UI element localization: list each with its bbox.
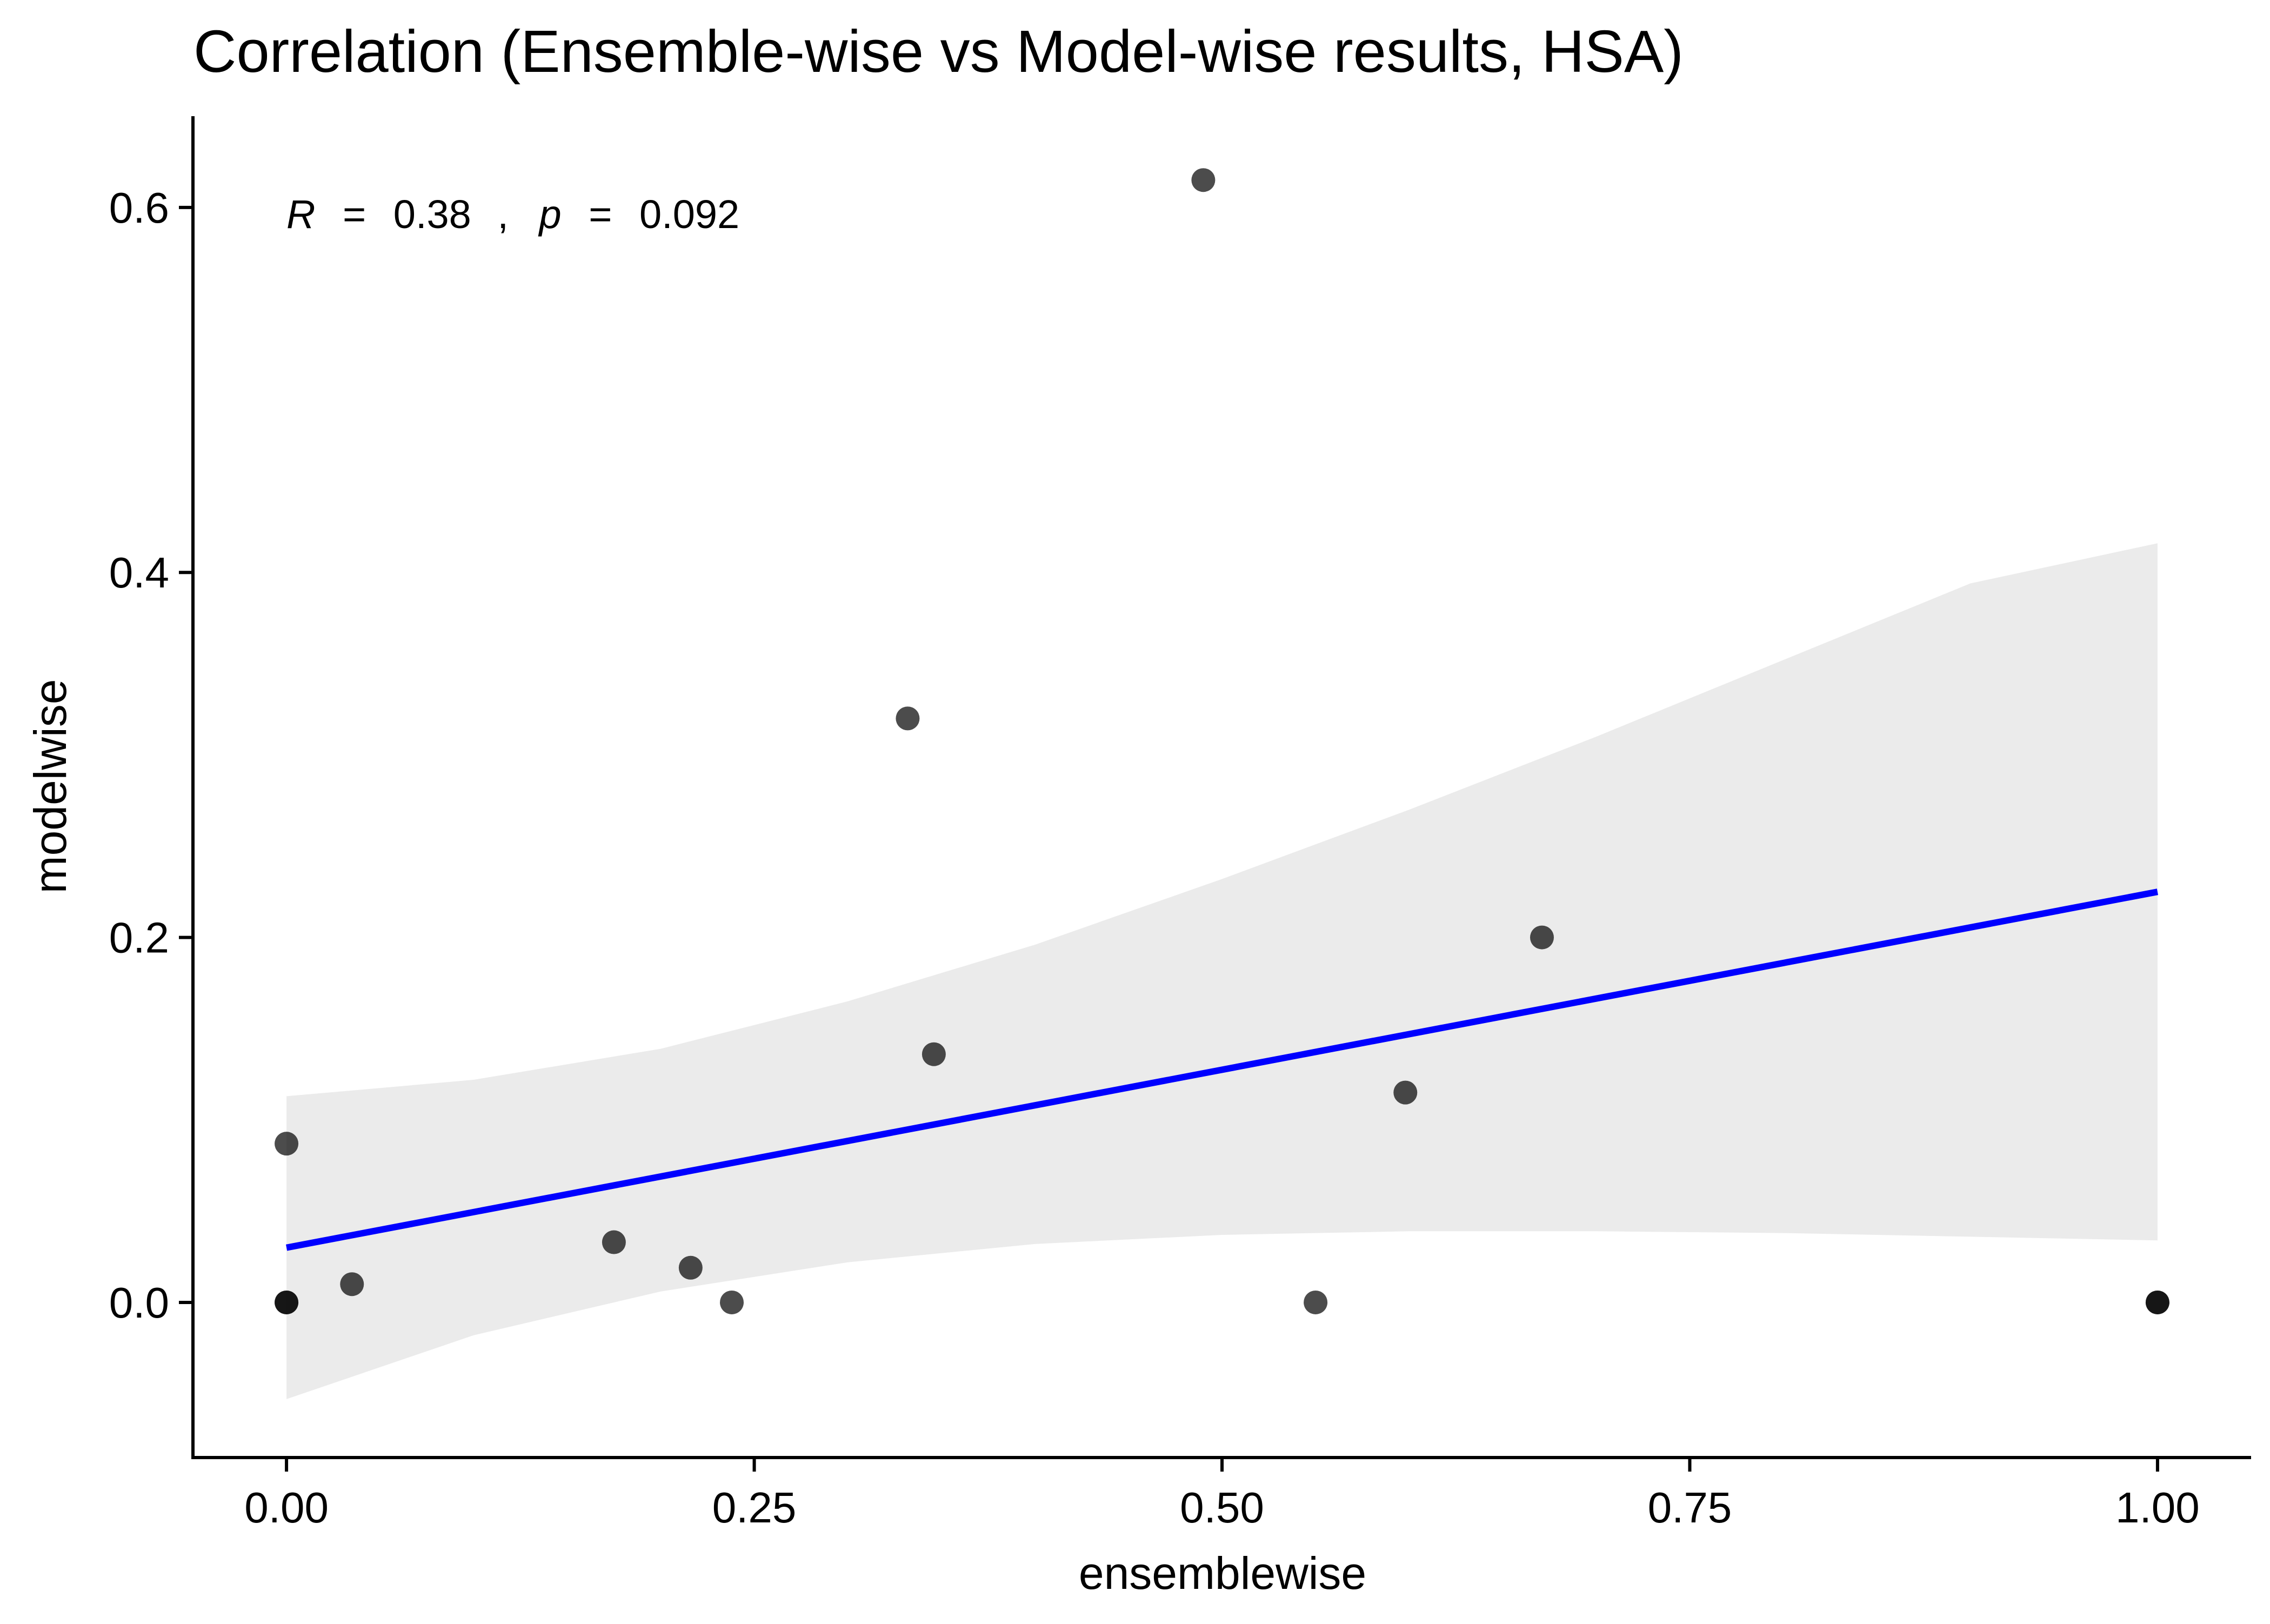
confidence-band-layer — [286, 543, 2158, 1399]
x-tick-label: 0.50 — [1180, 1483, 1264, 1532]
correlation-annotation: R = 0.38 , p = 0.092 — [286, 192, 739, 237]
regression-line — [285, 888, 2159, 1251]
data-point — [1304, 1290, 1328, 1314]
data-point — [1530, 925, 1554, 950]
p-symbol: p — [538, 192, 562, 237]
regression-line-layer — [285, 888, 2159, 1251]
data-point — [340, 1272, 364, 1296]
x-tick-label: 0.25 — [712, 1483, 797, 1532]
chart-title: Correlation (Ensemble-wise vs Model-wise… — [193, 18, 1684, 85]
data-point — [275, 1132, 299, 1156]
y-tick-label: 0.4 — [109, 549, 169, 597]
r-symbol: R — [286, 192, 315, 237]
annotation-separator: , — [497, 192, 509, 237]
data-point — [602, 1230, 626, 1254]
x-axis-title: ensemblewise — [1079, 1548, 1366, 1599]
r-equals: = — [343, 192, 366, 237]
data-point — [720, 1290, 744, 1314]
data-point — [275, 1290, 299, 1314]
r-value: 0.38 — [393, 192, 471, 237]
data-points-layer — [275, 168, 2169, 1314]
data-point — [922, 1042, 946, 1066]
y-tick-label: 0.6 — [109, 184, 169, 232]
x-tick-label: 0.75 — [1648, 1483, 1732, 1532]
p-equals: = — [589, 192, 612, 237]
y-ticks: 0.0 0.2 0.4 0.6 — [109, 184, 193, 1327]
y-axis-title: modelwise — [25, 679, 76, 894]
x-ticks: 0.00 0.25 0.50 0.75 1.00 — [244, 1458, 2200, 1532]
data-point — [896, 706, 920, 731]
x-tick-label: 1.00 — [2115, 1483, 2200, 1532]
y-tick-label: 0.0 — [109, 1279, 169, 1327]
x-tick-label: 0.00 — [244, 1483, 329, 1532]
data-point — [678, 1255, 703, 1280]
y-tick-label: 0.2 — [109, 914, 169, 962]
data-point — [1393, 1080, 1418, 1105]
data-point — [1191, 168, 1216, 192]
confidence-band — [286, 543, 2158, 1399]
data-point — [2145, 1290, 2169, 1314]
p-value: 0.092 — [639, 192, 739, 237]
